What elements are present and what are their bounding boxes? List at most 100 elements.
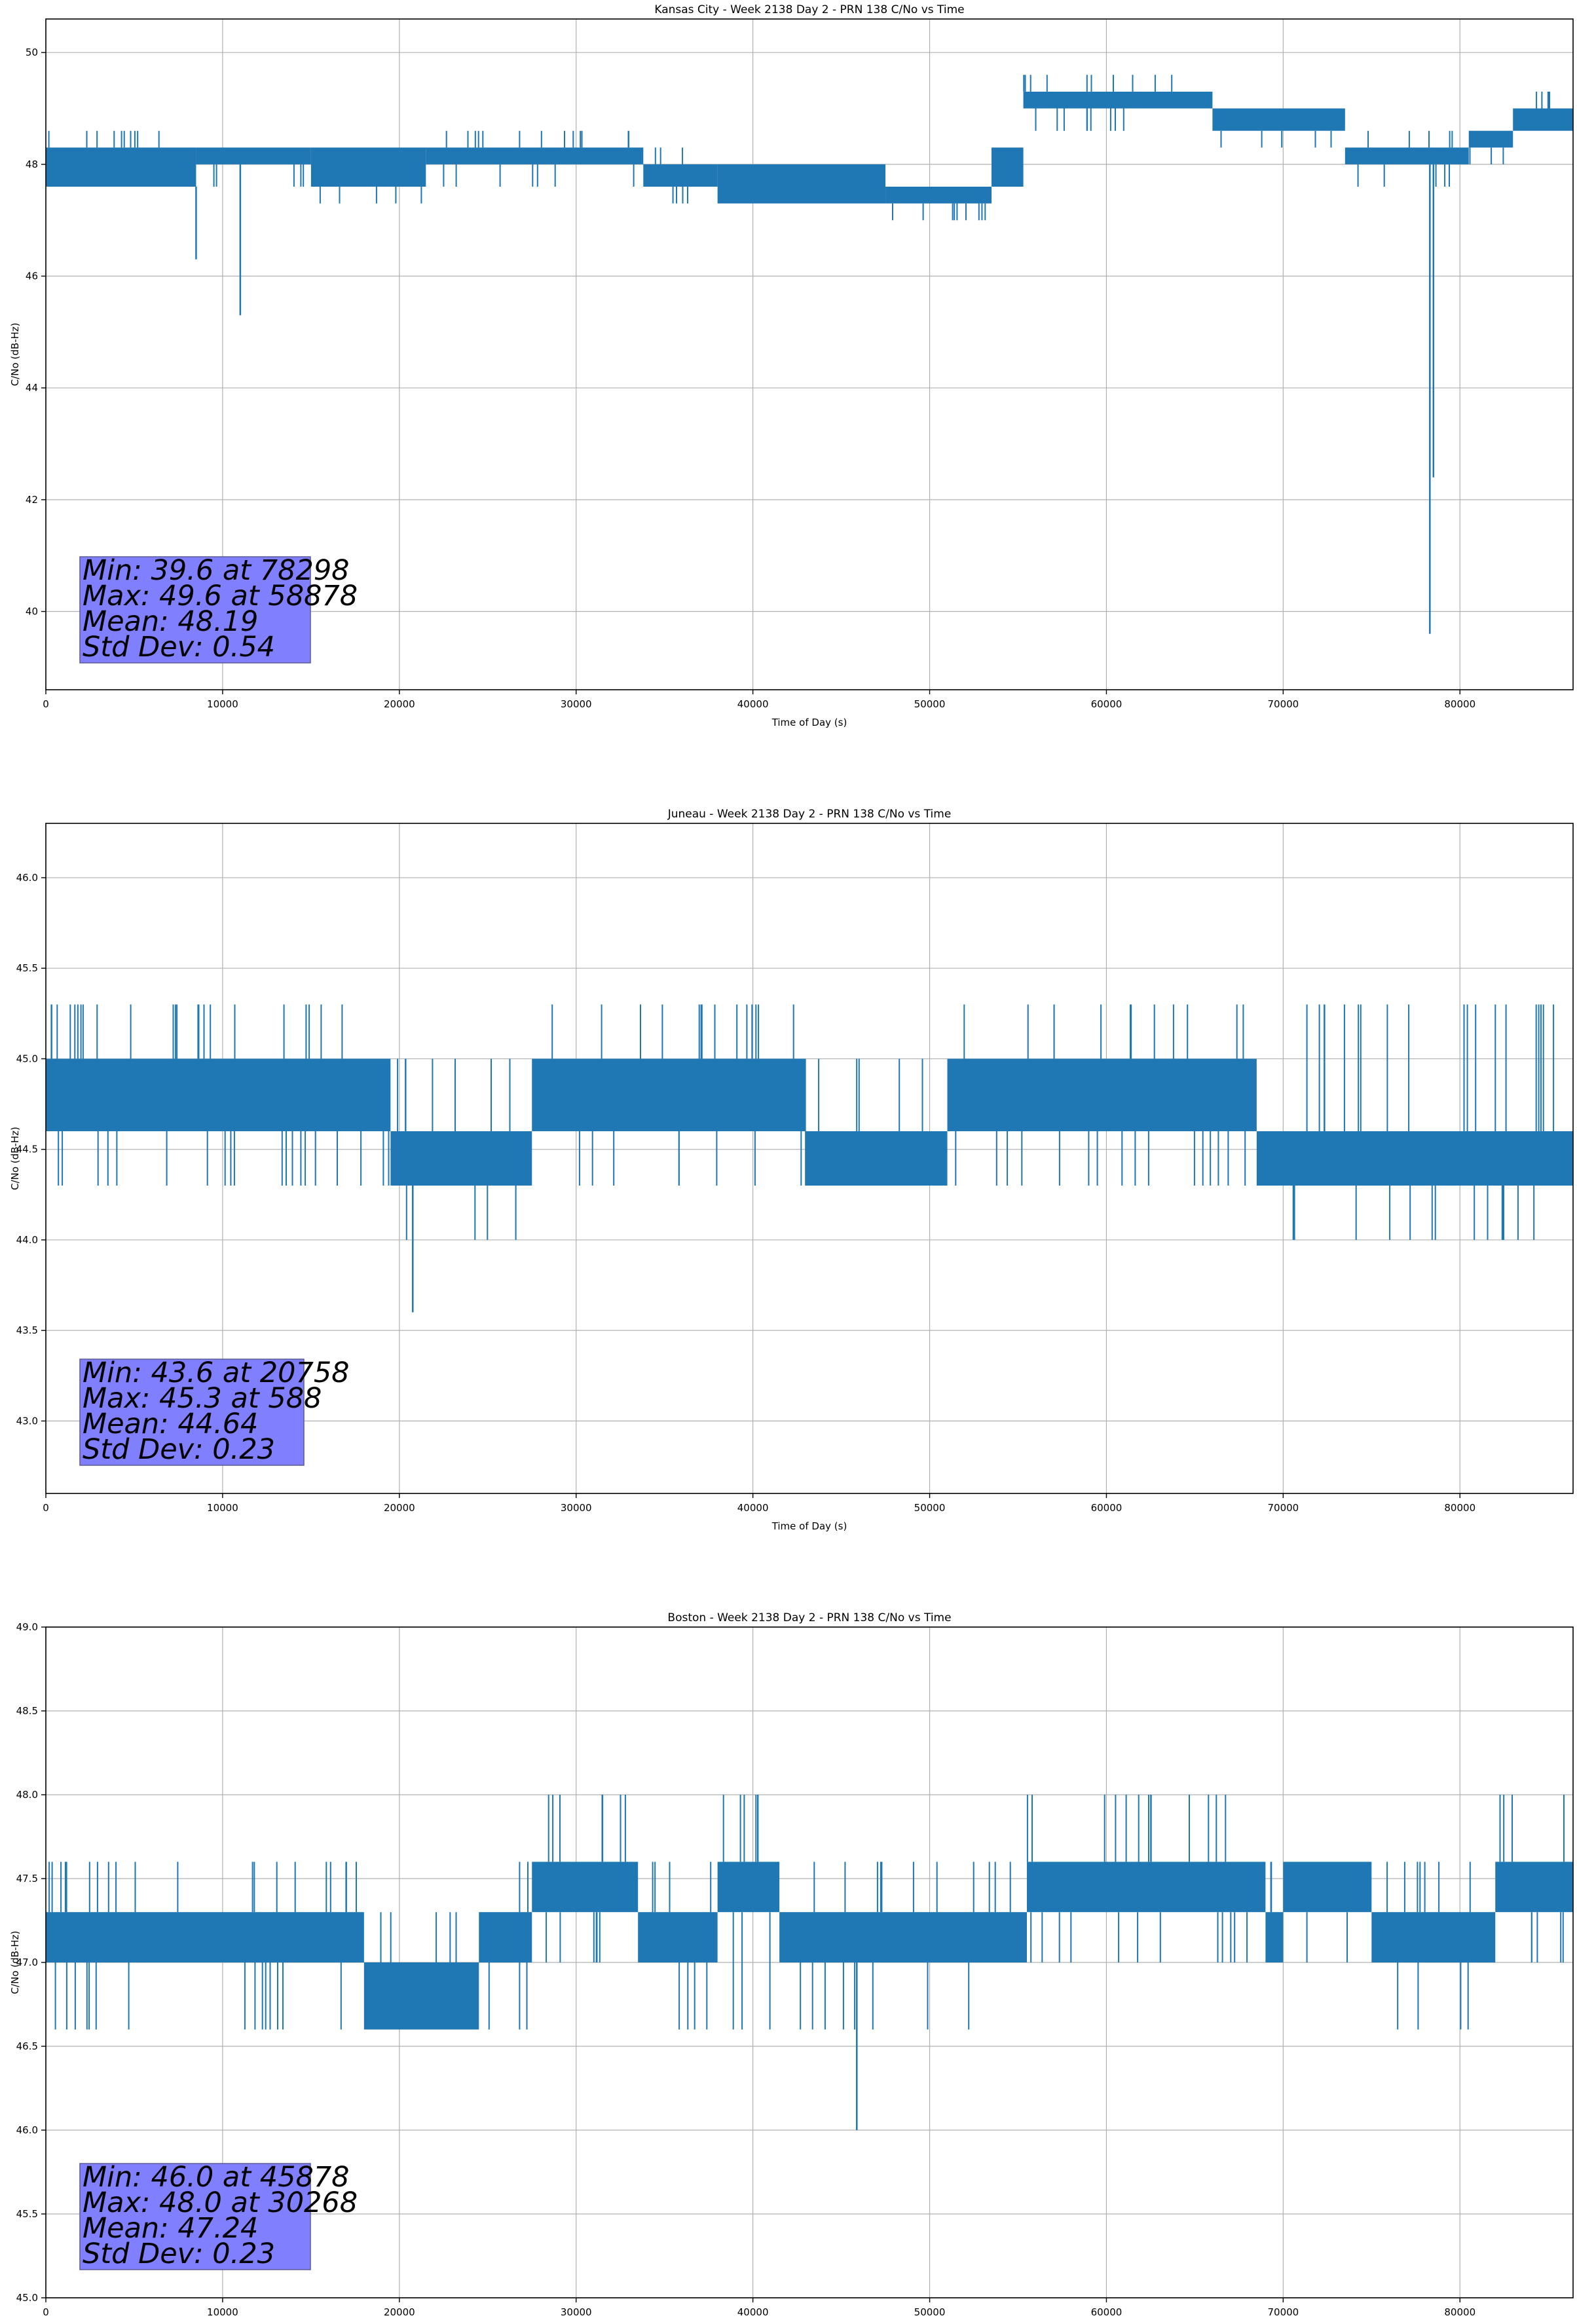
signal-band (363, 1962, 479, 2030)
stats-line-4: Std Dev: 0.23 (83, 1433, 275, 1466)
subplot-2: 0 10000 20000 30000 40000 50000 60000 70000 8000… (9, 808, 1574, 1532)
stats-line-1: Min: 39.6 at 78298 (83, 554, 350, 587)
y-tick-label: 46.0 (16, 2124, 38, 2136)
y-tick-label: 46.5 (16, 2040, 38, 2052)
y-tick-label: 46 (26, 271, 38, 282)
x-tick-label: 50000 (914, 1502, 946, 1514)
signal-band (643, 164, 718, 187)
signal-spikes (818, 1059, 923, 1131)
y-tick-label: 49.0 (16, 1621, 38, 1633)
x-tick-label: 30000 (561, 698, 592, 710)
x-tick-label: 70000 (1267, 698, 1299, 710)
x-tick-label: 40000 (737, 1502, 769, 1514)
signal-spikes (443, 130, 635, 187)
data-series (46, 1004, 1573, 1313)
signal-spikes (892, 203, 986, 221)
x-axis-label: Time of Day (s) (771, 717, 847, 728)
signal-band (717, 164, 886, 204)
signal-spikes (48, 130, 160, 148)
x-axis-label: Time of Day (s) (771, 1520, 847, 1532)
signal-band (1026, 1862, 1266, 1913)
signal-spikes (380, 1912, 457, 1962)
signal-spikes (48, 1862, 357, 2030)
signal-band (46, 1912, 364, 1962)
x-tick-label: 30000 (561, 1502, 592, 1514)
signal-spikes (1023, 75, 1173, 131)
stats-line-3: Mean: 48.19 (83, 605, 258, 638)
x-tick-label: 40000 (737, 2306, 769, 2318)
signal-spikes (1292, 1004, 1555, 1240)
signal-spikes (1469, 147, 1504, 164)
signal-band (1371, 1912, 1496, 1962)
signal-spikes (1026, 1795, 1248, 1962)
stats-line-2: Max: 48.0 at 30268 (83, 2186, 358, 2219)
y-tick-label: 48 (26, 159, 38, 170)
subplot-1: 0 10000 20000 30000 40000 50000 60000 70000 8000… (9, 3, 1574, 728)
stats-line-3: Mean: 47.24 (83, 2212, 258, 2245)
y-tick-label: 47.0 (16, 1957, 38, 1968)
y-tick-label: 48.5 (16, 1705, 38, 1717)
signal-band (479, 1912, 532, 1962)
signal-band (1283, 1862, 1372, 1913)
signal-spikes (50, 1004, 390, 1186)
y-axis-label: C/No (dB-Hz) (9, 323, 21, 386)
signal-band (1513, 108, 1573, 131)
axes-frame (45, 18, 1574, 690)
stats-line-4: Std Dev: 0.23 (83, 2238, 275, 2270)
x-tick-label: 40000 (737, 698, 769, 710)
data-series (46, 1795, 1573, 2130)
y-tick-label: 43.5 (16, 1324, 38, 1336)
signal-spikes (551, 1004, 807, 1186)
y-axis-label: C/No (dB-Hz) (9, 1931, 21, 1995)
subplot-3: 0 10000 20000 30000 40000 50000 60000 70000 8000… (9, 1611, 1574, 2318)
signal-band (46, 147, 196, 187)
y-tick-label: 45.5 (16, 962, 38, 974)
x-tick-label: 80000 (1444, 1502, 1475, 1514)
signal-spikes (1386, 1862, 1471, 2030)
y-tick-label: 48.0 (16, 1789, 38, 1801)
signal-spikes (955, 1004, 1246, 1186)
signal-band (885, 187, 992, 204)
signal-spikes (488, 1862, 529, 2030)
stats-line-2: Max: 45.3 at 588 (83, 1382, 322, 1415)
signal-band (1256, 1131, 1573, 1186)
signal-band (779, 1912, 1027, 1962)
x-tick-label: 20000 (384, 1502, 415, 1514)
x-tick-label: 50000 (914, 2306, 946, 2318)
chart-title: Boston - Week 2138 Day 2 - PRN 138 C/No … (667, 1611, 951, 1624)
x-tick-label: 10000 (207, 698, 238, 710)
chart-title: Juneau - Week 2138 Day 2 - PRN 138 C/No … (667, 808, 952, 821)
signal-spikes (654, 147, 688, 204)
signal-band (1265, 1912, 1284, 1962)
signal-band (1212, 108, 1345, 131)
signal-spikes (213, 164, 305, 187)
y-tick-label: 50 (26, 47, 38, 58)
signal-band (196, 147, 311, 164)
signal-spikes (800, 1862, 1011, 2030)
signal-spikes (1499, 1795, 1565, 1962)
signal-band (426, 147, 644, 164)
x-tick-label: 50000 (914, 698, 946, 710)
y-tick-label: 45.5 (16, 2208, 38, 2220)
x-tick-label: 10000 (207, 2306, 238, 2318)
signal-spikes (1306, 1912, 1348, 1962)
x-tick-label: 20000 (384, 698, 415, 710)
y-tick-label: 42 (26, 494, 38, 506)
y-tick-label: 44.0 (16, 1234, 38, 1246)
signal-band (1495, 1862, 1573, 1913)
signal-spikes (722, 1795, 771, 2030)
signal-band (46, 1059, 391, 1132)
x-tick-label: 70000 (1267, 2306, 1299, 2318)
signal-band (717, 1862, 780, 1913)
y-tick-label: 40 (26, 606, 38, 618)
signal-band (310, 147, 426, 187)
signal-band (1023, 91, 1213, 109)
stats-line-1: Min: 43.6 at 20758 (83, 1357, 350, 1389)
stats-line-2: Max: 49.6 at 58878 (83, 580, 358, 612)
data-series (46, 75, 1573, 634)
x-tick-label: 80000 (1444, 698, 1475, 710)
x-tick-label: 60000 (1091, 2306, 1122, 2318)
y-tick-label: 47.5 (16, 1873, 38, 1884)
y-tick-label: 44 (26, 382, 38, 394)
